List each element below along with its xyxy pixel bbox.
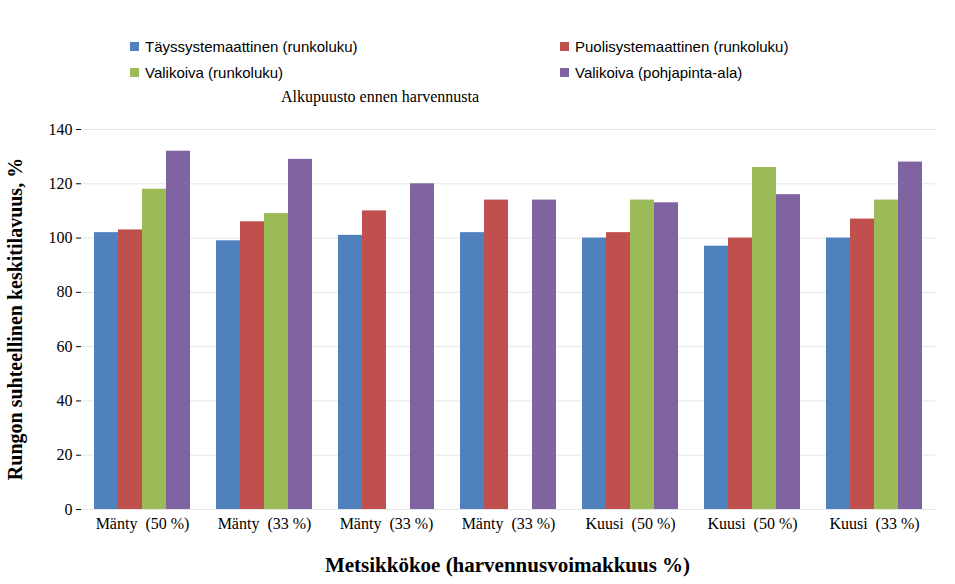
svg-text:Kuusi (33 %): Kuusi (33 %) [829,515,919,533]
html-text:Valikoiva (runkoluku): Valikoiva (runkoluku) [145,64,284,81]
svg-text:40: 40 [57,392,73,409]
html-text:Alkupuusto ennen harvennusta: Alkupuusto ennen harvennusta [280,88,480,105]
svg-text:140: 140 [49,121,73,138]
svg-text:Mänty (33 %): Mänty (33 %) [218,515,312,533]
html-text:Puolisystemaattinen (runkoluku: Puolisystemaattinen (runkoluku) [575,38,789,55]
svg-text:60: 60 [57,338,73,355]
svg-text:Mänty (33 %): Mänty (33 %) [340,515,434,533]
svg-text:80: 80 [57,283,73,300]
svg-text:Rungon suhteellinen keskitilav: Rungon suhteellinen keskitilavuus, % [4,158,27,480]
svg-text:120: 120 [49,175,73,192]
svg-text:Kuusi (50 %): Kuusi (50 %) [707,515,797,533]
svg-text:Mänty (50 %): Mänty (50 %) [96,515,190,533]
svg-text:Mänty (33 %): Mänty (33 %) [462,515,556,533]
svg-text:100: 100 [49,229,73,246]
svg-text:Metsikkökoe (harvennusvoimakku: Metsikkökoe (harvennusvoimakkuus %) [325,553,690,577]
html-text:Täyssystemaattinen (runkoluku): Täyssystemaattinen (runkoluku) [145,38,358,55]
svg-text:0: 0 [65,501,73,518]
html-text:Valikoiva (pohjapinta-ala): Valikoiva (pohjapinta-ala) [575,64,743,81]
svg-text:20: 20 [57,446,73,463]
svg-text:Kuusi (50 %): Kuusi (50 %) [585,515,675,533]
